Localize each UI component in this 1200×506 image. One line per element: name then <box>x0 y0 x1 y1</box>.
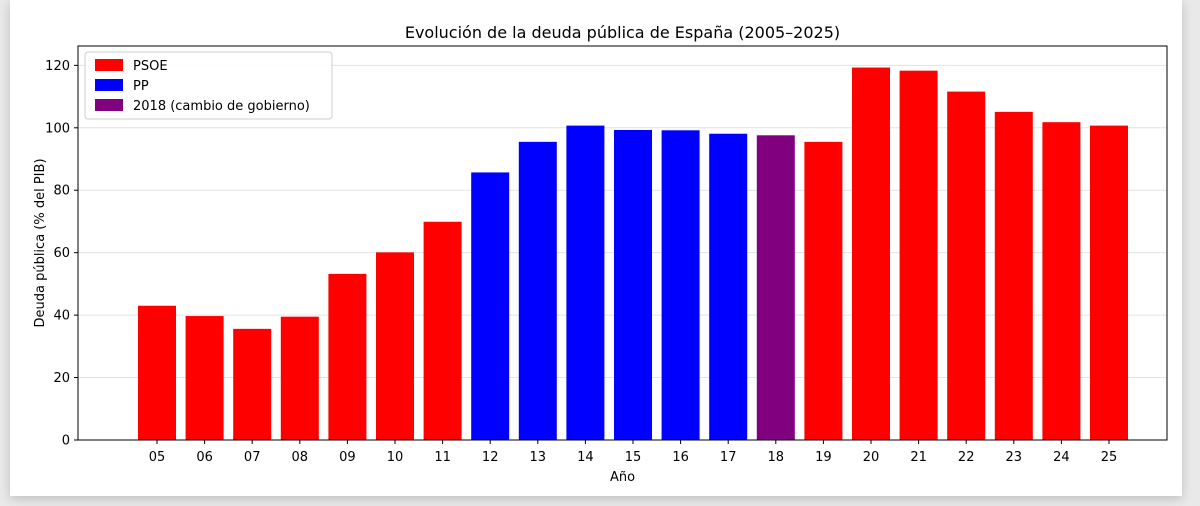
y-tick-label: 80 <box>53 184 70 199</box>
x-tick-label: 11 <box>434 450 451 465</box>
x-tick-label: 24 <box>1053 450 1070 465</box>
bar-07 <box>233 328 272 440</box>
x-tick-label: 08 <box>292 450 309 465</box>
chart-title: Evolución de la deuda pública de España … <box>405 23 840 42</box>
x-tick-label: 14 <box>577 450 594 465</box>
bar-06 <box>185 316 224 440</box>
bar-19 <box>804 141 843 440</box>
y-tick-label: 40 <box>53 309 70 324</box>
y-tick-label: 20 <box>53 371 70 386</box>
x-tick-label: 16 <box>672 450 689 465</box>
x-tick-label: 18 <box>768 450 785 465</box>
legend-label: 2018 (cambio de gobierno) <box>133 99 310 114</box>
bar-17 <box>709 133 748 440</box>
plot-frame <box>77 45 1168 441</box>
x-tick-label: 17 <box>720 450 737 465</box>
y-tick-label: 60 <box>53 246 70 261</box>
legend-label: PP <box>133 79 149 94</box>
legend-swatch-2018 <box>95 99 123 111</box>
legend-swatch-PSOE <box>95 59 123 71</box>
legend: PSOE PP 2018 (cambio de gobierno) <box>84 51 333 120</box>
x-tick-label: 07 <box>244 450 261 465</box>
x-tick-label: 15 <box>625 450 642 465</box>
y-ticks: 0 20 40 60 80 100 120 <box>45 59 78 449</box>
x-ticks: 05 06 07 08 09 10 11 12 13 14 15 16 17 18 19 20 21 22 23 24… <box>149 440 1118 465</box>
x-tick-label: 12 <box>482 450 499 465</box>
y-axis-label: Deuda pública (% del PIB) <box>33 158 48 327</box>
bar-05 <box>138 305 176 440</box>
bar-12 <box>471 172 510 441</box>
x-tick-label: 06 <box>196 450 213 465</box>
chart-card: Evolución de la deuda pública de España … <box>10 0 1182 496</box>
x-tick-label: 22 <box>958 450 975 465</box>
bar-25 <box>1090 125 1128 440</box>
x-tick-label: 20 <box>863 450 880 465</box>
x-tick-label: 09 <box>339 450 356 465</box>
x-tick-label: 23 <box>1006 450 1023 465</box>
legend-label: PSOE <box>133 59 168 74</box>
x-tick-label: 10 <box>387 450 404 465</box>
y-tick-label: 0 <box>62 434 70 449</box>
axes <box>77 45 1168 441</box>
bar-18 <box>756 135 795 440</box>
y-tick-label: 100 <box>45 121 70 136</box>
bar-23 <box>994 111 1033 440</box>
bar-09 <box>328 273 367 440</box>
bar-20 <box>852 67 890 441</box>
bar-15 <box>614 129 652 440</box>
bar-10 <box>376 252 414 440</box>
legend-swatch-PP <box>95 79 123 91</box>
bars <box>138 67 1128 441</box>
bar-16 <box>661 130 700 440</box>
bar-08 <box>280 316 319 440</box>
legend-box <box>84 51 333 120</box>
x-tick-label: 19 <box>815 450 832 465</box>
bar-13 <box>518 141 557 440</box>
bar-22 <box>947 91 986 441</box>
bar-14 <box>566 125 605 440</box>
x-tick-label: 05 <box>149 450 166 465</box>
x-tick-label: 13 <box>530 450 547 465</box>
bar-11 <box>423 221 462 440</box>
x-tick-label: 21 <box>910 450 927 465</box>
x-tick-label: 25 <box>1101 450 1118 465</box>
bar-24 <box>1042 122 1081 441</box>
y-tick-label: 120 <box>45 59 70 74</box>
bar-21 <box>899 70 938 440</box>
x-axis-label: Año <box>610 470 635 485</box>
bar-chart: Evolución de la deuda pública de España … <box>33 23 1168 485</box>
